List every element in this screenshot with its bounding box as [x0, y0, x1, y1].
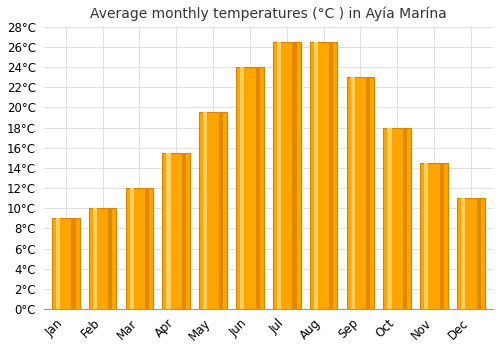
Bar	[403, 127, 407, 309]
Bar	[204, 112, 208, 309]
Bar	[166, 153, 170, 309]
Bar	[314, 42, 318, 309]
Bar	[310, 42, 338, 309]
Bar	[182, 153, 186, 309]
Bar	[476, 198, 481, 309]
Bar	[130, 188, 134, 309]
Bar	[273, 42, 300, 309]
Bar	[384, 127, 411, 309]
Bar	[89, 208, 117, 309]
Bar	[292, 42, 296, 309]
Bar	[440, 163, 444, 309]
Title: Average monthly temperatures (°C ) in Ayía Marína: Average monthly temperatures (°C ) in Ay…	[90, 7, 447, 21]
Bar	[420, 163, 448, 309]
Bar	[330, 42, 334, 309]
Bar	[108, 208, 112, 309]
Bar	[346, 77, 374, 309]
Bar	[56, 218, 60, 309]
Bar	[93, 208, 97, 309]
Bar	[277, 42, 281, 309]
Bar	[72, 218, 76, 309]
Bar	[162, 153, 190, 309]
Bar	[256, 67, 260, 309]
Bar	[126, 188, 154, 309]
Bar	[457, 198, 485, 309]
Bar	[350, 77, 355, 309]
Bar	[52, 218, 80, 309]
Bar	[219, 112, 223, 309]
Bar	[461, 198, 466, 309]
Bar	[200, 112, 227, 309]
Bar	[388, 127, 392, 309]
Bar	[366, 77, 370, 309]
Bar	[240, 67, 244, 309]
Bar	[236, 67, 264, 309]
Bar	[424, 163, 428, 309]
Bar	[145, 188, 150, 309]
